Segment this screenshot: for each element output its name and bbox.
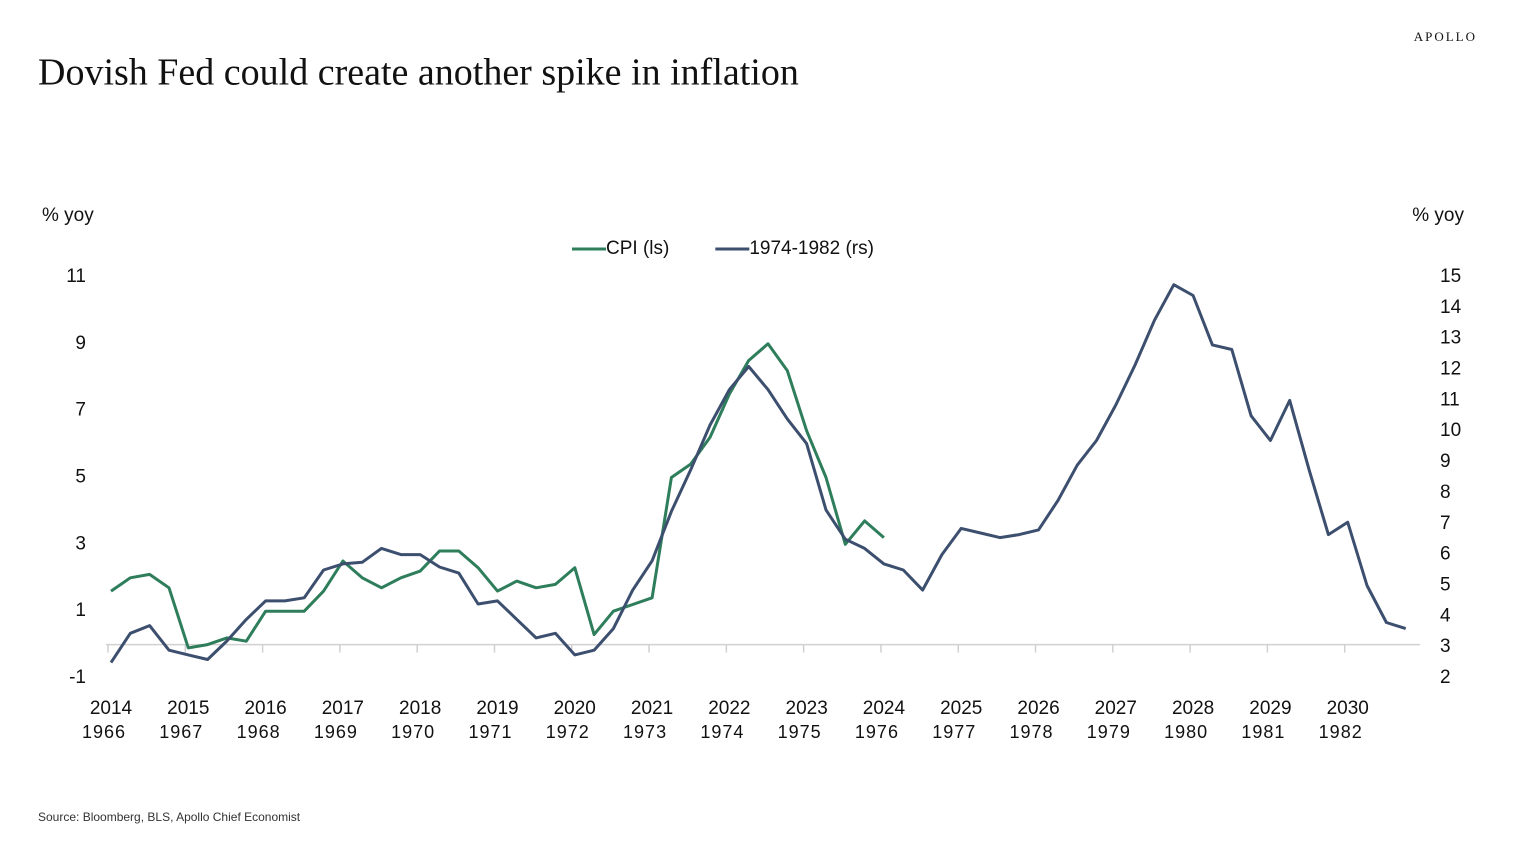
brand: APOLLO: [1414, 29, 1477, 44]
x-tick-label: 2020: [554, 698, 596, 719]
y2-tick-label: 11: [1440, 389, 1460, 410]
x-tick-label: 2025: [940, 698, 982, 719]
y2-tick-label: 14: [1440, 297, 1462, 318]
x2-tick-label: 1980: [1164, 722, 1208, 742]
x-tick-label: 2014: [90, 698, 133, 719]
y2-tick-label: 15: [1440, 266, 1461, 287]
series-line: [109, 283, 1407, 664]
x-tick-label: 2022: [708, 698, 750, 719]
y-tick-label: 9: [75, 333, 86, 354]
x2-tick-label: 1982: [1319, 722, 1363, 742]
y-tick-label: 3: [75, 533, 86, 554]
x-tick-label: 2015: [167, 698, 209, 719]
x2-tick-label: 1975: [778, 722, 822, 742]
x2-tick-label: 1971: [468, 722, 512, 742]
x2-tick-label: 1977: [932, 722, 976, 742]
x-tick-label: 2016: [244, 698, 286, 719]
y2-axis-label: % yoy: [1412, 205, 1464, 226]
y2-tick-label: 10: [1440, 420, 1461, 441]
y-tick-label: 5: [75, 467, 86, 488]
y2-tick-label: 4: [1440, 605, 1451, 626]
y2-tick-label: 3: [1440, 636, 1451, 657]
x2-tick-label: 1967: [159, 722, 203, 742]
x2-tick-label: 1976: [855, 722, 899, 742]
y2-tick-label: 7: [1440, 513, 1451, 534]
x2-tick-label: 1966: [82, 722, 126, 742]
source: Source: Bloomberg, BLS, Apollo Chief Eco…: [38, 810, 301, 824]
y-axis-label: % yoy: [42, 205, 94, 226]
x-tick-label: 2030: [1327, 698, 1369, 719]
x-tick-label: 2024: [863, 698, 906, 719]
x-tick-label: 2019: [476, 698, 518, 719]
y2-tick-label: 5: [1440, 574, 1451, 595]
x-tick-label: 2023: [786, 698, 828, 719]
y2-tick-label: 8: [1440, 482, 1451, 503]
x-tick-label: 2021: [631, 698, 673, 719]
x2-tick-label: 1981: [1241, 722, 1285, 742]
x2-tick-label: 1973: [623, 722, 667, 742]
x-tick-label: 2017: [322, 698, 364, 719]
x-tick-label: 2028: [1172, 698, 1214, 719]
y2-tick-label: 9: [1440, 451, 1451, 472]
chart-title: Dovish Fed could create another spike in…: [38, 52, 799, 94]
x2-tick-label: 1974: [700, 722, 744, 742]
y-tick-label: 1: [75, 600, 86, 621]
y2-tick-label: 6: [1440, 544, 1451, 565]
y2-tick-label: 13: [1440, 328, 1461, 349]
x2-tick-label: 1979: [1087, 722, 1131, 742]
x2-tick-label: 1972: [546, 722, 590, 742]
x2-tick-label: 1970: [391, 722, 435, 742]
series-line: [110, 342, 885, 650]
x2-tick-label: 1968: [237, 722, 281, 742]
x-tick-label: 2018: [399, 698, 441, 719]
y2-tick-label: 12: [1440, 359, 1461, 380]
x-tick-label: 2026: [1017, 698, 1059, 719]
x-tick-label: 2029: [1249, 698, 1291, 719]
y2-tick-label: 2: [1440, 667, 1451, 688]
legend-label: CPI (ls): [606, 238, 669, 259]
x-tick-label: 2027: [1095, 698, 1137, 719]
y-tick-label: 11: [66, 266, 86, 287]
y-tick-label: -1: [69, 667, 86, 688]
y-tick-label: 7: [75, 400, 86, 421]
x2-tick-label: 1978: [1010, 722, 1054, 742]
legend-label: 1974-1982 (rs): [749, 238, 874, 259]
x2-tick-label: 1969: [314, 722, 358, 742]
